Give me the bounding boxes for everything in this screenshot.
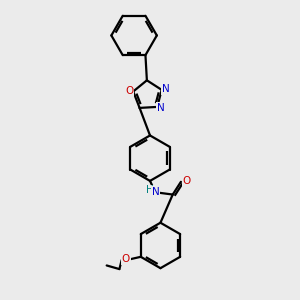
Text: O: O bbox=[183, 176, 191, 186]
Text: O: O bbox=[122, 254, 130, 264]
Text: H: H bbox=[146, 185, 153, 196]
Text: N: N bbox=[152, 187, 159, 197]
Text: N: N bbox=[157, 103, 165, 113]
Text: N: N bbox=[162, 84, 170, 94]
Text: O: O bbox=[125, 86, 133, 97]
